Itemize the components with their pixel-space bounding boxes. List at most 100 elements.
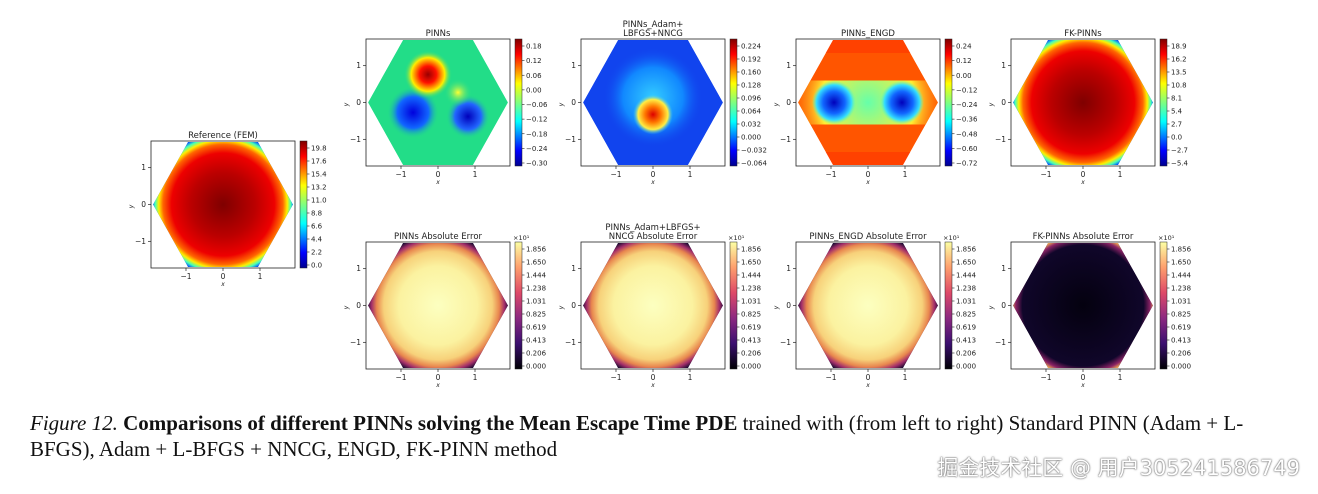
- colorbar-tick-label: 1.650: [741, 259, 761, 267]
- x-axis-label: x: [435, 382, 440, 389]
- x-axis-label: x: [435, 179, 440, 186]
- colorbar-tick-label: 0.000: [741, 363, 761, 371]
- y-tick-label: 1: [141, 163, 146, 172]
- colorbar-tick-label: −0.30: [526, 160, 547, 168]
- x-tick-label: 0: [866, 373, 871, 382]
- colorbar-exponent: ×10¹: [513, 234, 530, 242]
- colorbar-tick-label: −0.12: [526, 116, 547, 124]
- x-axis-label: x: [865, 179, 870, 186]
- figure-caption: Figure 12. Comparisons of different PINN…: [30, 410, 1305, 462]
- x-tick-label: 1: [1118, 373, 1123, 382]
- colorbar: [1159, 38, 1168, 167]
- y-tick-label: −1: [780, 338, 791, 347]
- x-tick-label: −1: [395, 373, 406, 382]
- colorbar-tick-label: 1.238: [526, 285, 546, 293]
- y-tick-label: −1: [135, 237, 146, 246]
- colorbar-tick-label: 0.825: [956, 311, 976, 319]
- colorbar: [514, 38, 523, 167]
- panel-title: PINNs: [426, 29, 451, 39]
- panel-ref: −1 0 1 x 1 0 −1 y Reference (FEM) 19.8 17.6 15.4 13.…: [128, 131, 327, 288]
- field-p2: [583, 40, 723, 165]
- caption-bold: Comparisons of different PINNs solving t…: [123, 411, 738, 435]
- colorbar-tick-label: 0.000: [956, 363, 976, 371]
- x-tick-label: 0: [651, 373, 656, 382]
- colorbar-tick-label: 1.856: [1171, 246, 1192, 254]
- panel-title: PINNs_Adam+LBFGS+: [605, 223, 700, 233]
- colorbar-exponent: ×10¹: [1158, 234, 1175, 242]
- y-tick-label: 0: [141, 200, 146, 209]
- colorbar-tick-label: 15.4: [311, 171, 327, 179]
- panel-title: PINNs_ENGD Absolute Error: [809, 232, 927, 242]
- panel-title: PINNs_ENGD: [841, 29, 895, 39]
- colorbar-tick-label: 1.031: [741, 298, 761, 306]
- colorbar-tick-label: 0.619: [526, 324, 546, 332]
- panel-p4: −1 0 1 x 1 0 −1 y FK-PINNs 18.9 16.2 13.5 10.8 8.1 5.4…: [988, 29, 1189, 186]
- colorbar-tick-label: −0.12: [956, 86, 977, 94]
- colorbar-tick-label: 1.444: [956, 272, 977, 280]
- colorbar-tick-label: 2.2: [311, 249, 322, 257]
- colorbar-tick-label: 0.413: [1171, 337, 1191, 345]
- colorbar-tick-label: 0.206: [526, 350, 547, 358]
- y-axis-label: y: [773, 102, 780, 107]
- y-tick-label: −1: [995, 338, 1006, 347]
- field-e4: [1013, 243, 1153, 368]
- x-tick-label: 0: [436, 170, 441, 179]
- x-tick-label: 0: [221, 272, 226, 281]
- colorbar-tick-label: 0.032: [741, 121, 761, 129]
- colorbar-tick-label: 6.6: [311, 223, 323, 231]
- colorbar-tick-label: 0.000: [1171, 363, 1191, 371]
- colorbar-tick-label: 1.238: [1171, 285, 1191, 293]
- caption-rest: trained with (from left to right) Standa…: [30, 411, 1244, 461]
- colorbar-tick-label: 13.5: [1171, 69, 1187, 77]
- colorbar-tick-label: 0.619: [1171, 324, 1191, 332]
- y-axis-label: y: [558, 305, 565, 310]
- colorbar-tick-label: 0.18: [526, 43, 542, 51]
- colorbar-tick-label: 0.000: [741, 134, 761, 142]
- x-tick-label: −1: [825, 373, 836, 382]
- panel-title: FK-PINNs Absolute Error: [1033, 232, 1134, 242]
- x-tick-label: 0: [651, 170, 656, 179]
- colorbar-tick-label: 2.7: [1171, 121, 1182, 129]
- colorbar: [729, 38, 738, 167]
- x-tick-label: −1: [395, 170, 406, 179]
- x-tick-label: −1: [610, 170, 621, 179]
- x-tick-label: 1: [903, 170, 908, 179]
- colorbar-tick-label: −0.48: [956, 130, 977, 138]
- x-tick-label: 1: [903, 373, 908, 382]
- colorbar-tick-label: 0.24: [956, 43, 972, 51]
- colorbar-tick-label: 0.0: [1171, 134, 1182, 142]
- panel-e4: −1 0 1 x 1 0 −1 y FK-PINNs Absolute Error 1.856 1.…: [988, 232, 1192, 389]
- field-e3: [798, 243, 938, 368]
- y-tick-label: 0: [356, 98, 361, 107]
- colorbar-tick-label: −0.18: [526, 130, 547, 138]
- colorbar-tick-label: 1.444: [741, 272, 762, 280]
- colorbar-tick-label: −0.24: [956, 101, 978, 109]
- x-tick-label: 1: [688, 373, 693, 382]
- colorbar-tick-label: 1.856: [741, 246, 762, 254]
- colorbar: [729, 241, 738, 370]
- colorbar-tick-label: 0.825: [526, 311, 546, 319]
- colorbar-tick-label: 0.206: [1171, 350, 1192, 358]
- colorbar-tick-label: 0.064: [741, 108, 762, 116]
- colorbar-tick-label: 0.825: [741, 311, 761, 319]
- y-tick-label: −1: [780, 135, 791, 144]
- y-tick-label: 0: [1001, 301, 1006, 310]
- colorbar: [1159, 241, 1168, 370]
- colorbar-tick-label: −0.064: [741, 160, 767, 168]
- y-axis-label: y: [343, 102, 350, 107]
- colorbar-tick-label: 0.413: [526, 337, 546, 345]
- y-axis-label: y: [128, 204, 135, 209]
- field-p3: [798, 40, 938, 165]
- colorbar: [944, 241, 953, 370]
- y-tick-label: 1: [786, 61, 791, 70]
- colorbar-tick-label: 0.192: [741, 56, 761, 64]
- colorbar-tick-label: 0.00: [526, 86, 542, 94]
- x-axis-label: x: [865, 382, 870, 389]
- panel-title: Reference (FEM): [188, 131, 258, 141]
- colorbar-tick-label: 8.1: [1171, 95, 1182, 103]
- y-tick-label: −1: [350, 338, 361, 347]
- colorbar: [944, 38, 953, 167]
- colorbar-tick-label: 0.413: [956, 337, 976, 345]
- x-axis-label: x: [1080, 179, 1085, 186]
- y-tick-label: −1: [350, 135, 361, 144]
